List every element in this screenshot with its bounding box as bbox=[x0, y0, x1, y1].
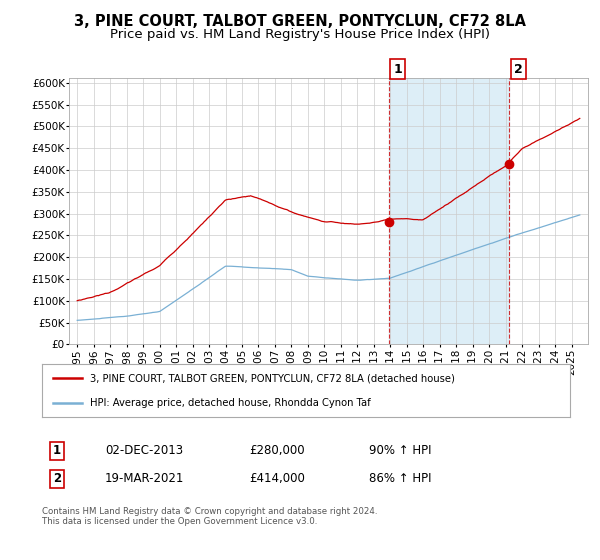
Bar bbox=[389, 78, 509, 344]
Text: £414,000: £414,000 bbox=[249, 472, 305, 486]
Text: 86% ↑ HPI: 86% ↑ HPI bbox=[369, 472, 431, 486]
Text: 02-DEC-2013: 02-DEC-2013 bbox=[105, 444, 183, 458]
Text: Contains HM Land Registry data © Crown copyright and database right 2024.
This d: Contains HM Land Registry data © Crown c… bbox=[42, 507, 377, 526]
Text: Price paid vs. HM Land Registry's House Price Index (HPI): Price paid vs. HM Land Registry's House … bbox=[110, 28, 490, 41]
Text: 2: 2 bbox=[514, 63, 523, 76]
Text: 3, PINE COURT, TALBOT GREEN, PONTYCLUN, CF72 8LA: 3, PINE COURT, TALBOT GREEN, PONTYCLUN, … bbox=[74, 14, 526, 29]
Text: £280,000: £280,000 bbox=[249, 444, 305, 458]
Text: 19-MAR-2021: 19-MAR-2021 bbox=[105, 472, 184, 486]
Text: 1: 1 bbox=[53, 444, 61, 458]
Text: 2: 2 bbox=[53, 472, 61, 486]
Text: 1: 1 bbox=[394, 63, 402, 76]
Text: 3, PINE COURT, TALBOT GREEN, PONTYCLUN, CF72 8LA (detached house): 3, PINE COURT, TALBOT GREEN, PONTYCLUN, … bbox=[89, 374, 454, 384]
Text: 90% ↑ HPI: 90% ↑ HPI bbox=[369, 444, 431, 458]
Text: HPI: Average price, detached house, Rhondda Cynon Taf: HPI: Average price, detached house, Rhon… bbox=[89, 398, 370, 408]
